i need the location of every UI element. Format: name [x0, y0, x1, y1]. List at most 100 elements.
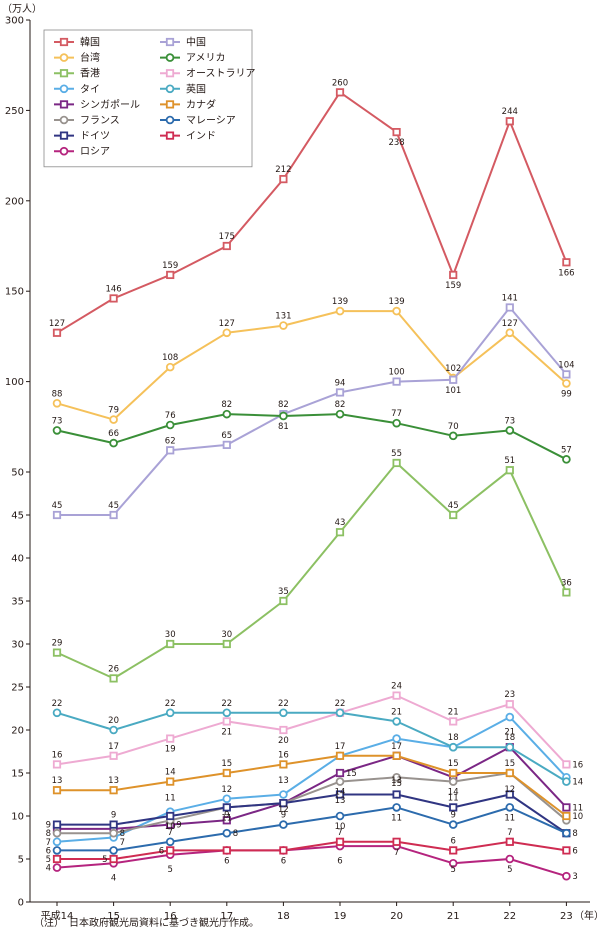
- y-tick-label: 0: [18, 898, 24, 909]
- data-label: 20: [108, 716, 119, 726]
- legend-label: オーストラリア: [186, 68, 256, 80]
- data-label: 13: [278, 776, 289, 786]
- legend-item: 中国: [160, 36, 206, 49]
- series-lines: [52, 88, 571, 881]
- data-label: 22: [221, 699, 232, 709]
- legend-label: アメリカ: [186, 52, 226, 64]
- series-line: [56, 462, 568, 680]
- data-point-marker: [166, 777, 175, 786]
- data-label: 12: [504, 785, 515, 795]
- data-point-marker: [562, 370, 571, 379]
- y-tick-label: 5: [18, 855, 24, 866]
- data-point-marker: [165, 708, 175, 718]
- data-point-marker: [222, 828, 232, 838]
- legend-label: ロシア: [80, 147, 110, 158]
- data-label: 8: [120, 829, 125, 839]
- data-label: 16: [278, 750, 289, 760]
- y-tick-label: 30: [11, 640, 24, 651]
- legend-swatch-marker: [59, 37, 69, 47]
- data-point-marker: [335, 88, 345, 97]
- data-label: 5: [102, 855, 107, 865]
- data-point-marker: [279, 175, 288, 184]
- data-point-marker: [392, 691, 401, 700]
- data-label: 127: [219, 319, 235, 329]
- data-label: 7: [167, 828, 172, 838]
- data-label: 81: [278, 422, 289, 432]
- series-line: [57, 840, 567, 860]
- legend-swatch-marker: [165, 53, 175, 62]
- legend-label: マレーシア: [186, 116, 236, 127]
- legend-swatch-marker: [165, 84, 175, 94]
- data-point-marker: [109, 438, 118, 448]
- data-label: 70: [448, 422, 459, 432]
- data-point-marker: [165, 420, 175, 430]
- data-point-marker: [335, 528, 345, 537]
- data-point-marker: [505, 466, 514, 475]
- data-point-marker: [279, 708, 288, 718]
- legend-label: 台湾: [80, 51, 100, 64]
- data-label: 8: [46, 829, 51, 839]
- series-9: [52, 409, 571, 464]
- data-point-marker: [505, 328, 515, 338]
- data-label: 15: [391, 779, 402, 789]
- data-point-marker: [392, 717, 401, 726]
- data-point-marker: [562, 828, 571, 838]
- data-point-marker: [505, 426, 515, 435]
- data-point-marker: [109, 828, 118, 838]
- data-label: 55: [391, 449, 402, 459]
- data-label: 7: [337, 828, 342, 838]
- data-label: 102: [445, 364, 461, 374]
- legend-item: フランス: [54, 115, 120, 127]
- x-tick-label: 16: [164, 911, 177, 922]
- x-unit-label: （年）: [574, 909, 598, 922]
- y-tick-label: 100: [5, 377, 24, 388]
- data-label: 139: [388, 297, 404, 307]
- series-0: [52, 88, 571, 337]
- data-label: 5: [167, 865, 172, 875]
- data-point-marker: [166, 270, 175, 280]
- data-point-marker: [335, 777, 345, 786]
- data-point-marker: [279, 820, 288, 829]
- legend-item: カナダ: [160, 98, 216, 111]
- data-label: 22: [52, 699, 63, 709]
- series-line: [57, 772, 568, 835]
- data-point-marker: [448, 820, 458, 829]
- data-label: 100: [388, 368, 404, 378]
- data-point-marker: [505, 117, 514, 126]
- legend-label: カナダ: [186, 98, 216, 111]
- data-point-marker: [222, 440, 231, 449]
- data-label: 35: [278, 587, 289, 597]
- data-point-marker: [505, 303, 514, 312]
- data-point-marker: [109, 820, 118, 829]
- data-label: 6: [572, 846, 577, 856]
- y-tick-labels: 0 5 10 15 20 25 30 35 40 45 50 100 150 200 250 300: [5, 16, 30, 909]
- data-point-marker: [335, 388, 345, 397]
- data-point-marker: [448, 777, 458, 786]
- data-point-marker: [449, 768, 458, 778]
- series-line: [57, 306, 568, 516]
- data-label: 19: [165, 745, 176, 755]
- series-14: [52, 837, 571, 864]
- data-label: 24: [391, 682, 402, 692]
- data-point-marker: [505, 712, 515, 722]
- series-line: [56, 711, 567, 783]
- data-point-marker: [109, 294, 118, 303]
- data-point-marker: [166, 811, 175, 821]
- data-label: 45: [52, 501, 63, 511]
- data-label: 21: [504, 727, 515, 737]
- data-point-marker: [335, 790, 345, 799]
- x-tick-label: 23: [560, 911, 573, 922]
- data-label: 20: [278, 736, 289, 746]
- data-label: 11: [221, 813, 232, 823]
- data-label: 11: [572, 803, 583, 813]
- x-tick-label: 20: [390, 911, 403, 922]
- data-point-marker: [52, 820, 62, 829]
- legend-item: ドイツ: [54, 131, 110, 142]
- data-point-marker: [279, 790, 288, 799]
- data-point-marker: [505, 790, 514, 799]
- legend-swatch-marker: [165, 69, 175, 78]
- data-label: 22: [278, 699, 289, 709]
- series-3: [52, 712, 571, 847]
